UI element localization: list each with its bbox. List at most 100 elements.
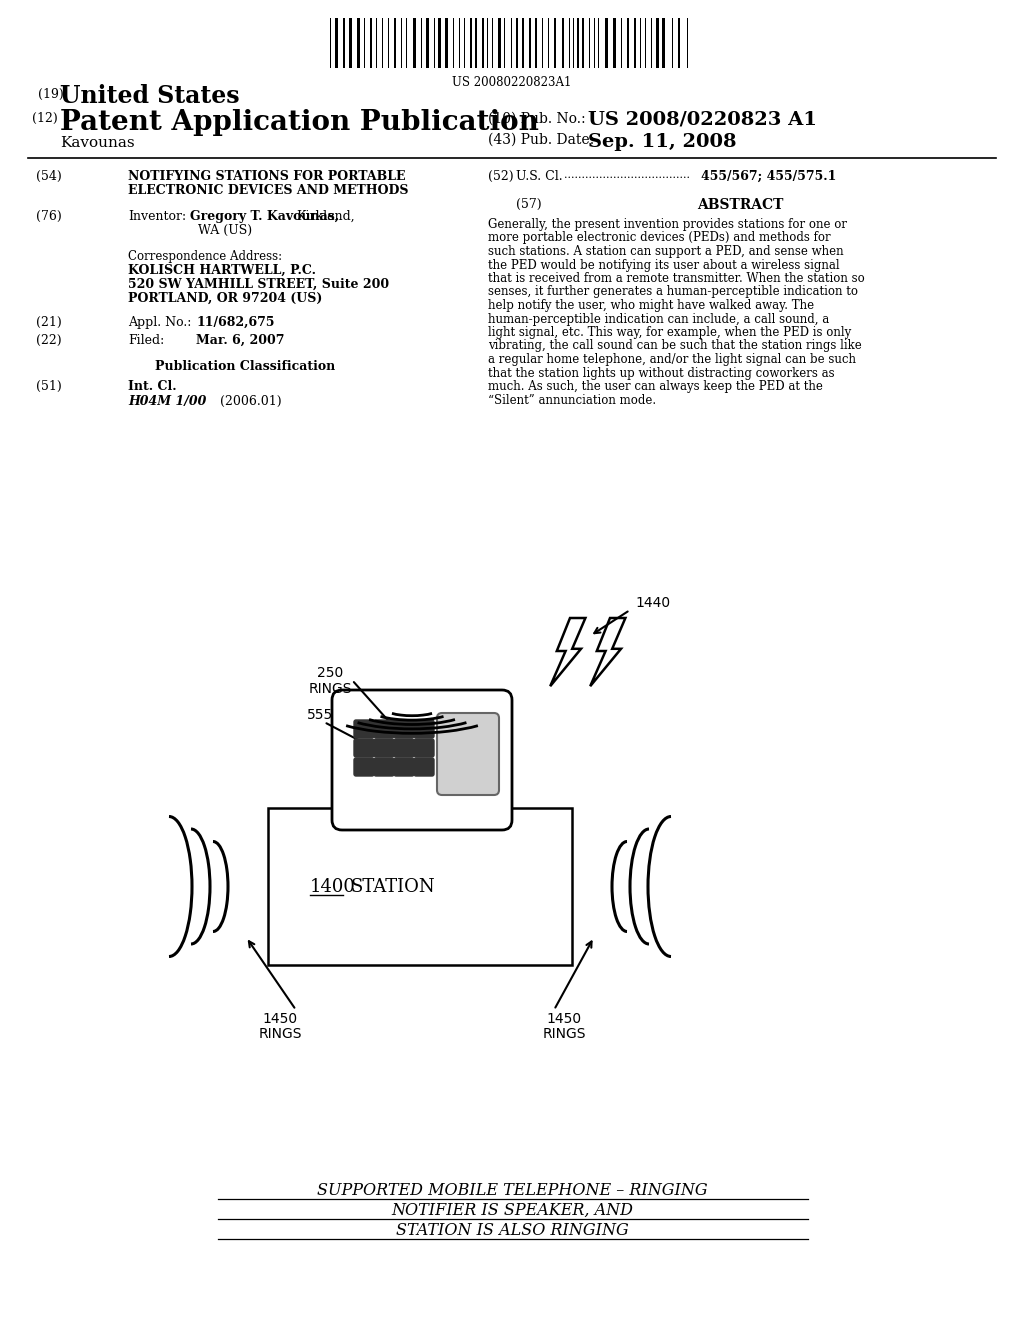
FancyBboxPatch shape	[394, 719, 414, 738]
Bar	[678, 18, 680, 69]
Text: Inventor:: Inventor:	[128, 210, 186, 223]
Bar	[582, 18, 584, 69]
Text: such stations. A station can support a PED, and sense when: such stations. A station can support a P…	[488, 246, 844, 257]
Bar	[370, 18, 372, 69]
Bar	[482, 18, 484, 69]
Text: ELECTRONIC DEVICES AND METHODS: ELECTRONIC DEVICES AND METHODS	[128, 183, 409, 197]
Text: Filed:: Filed:	[128, 334, 164, 347]
Text: (43) Pub. Date:: (43) Pub. Date:	[488, 133, 594, 147]
Text: Kirkland,: Kirkland,	[296, 210, 354, 223]
FancyBboxPatch shape	[414, 739, 434, 756]
FancyBboxPatch shape	[414, 758, 434, 776]
Text: Int. Cl.: Int. Cl.	[128, 380, 176, 393]
FancyBboxPatch shape	[394, 739, 414, 756]
FancyBboxPatch shape	[394, 758, 414, 776]
Text: H04M 1/00: H04M 1/00	[128, 395, 207, 408]
Text: (52): (52)	[488, 170, 514, 183]
Bar	[426, 18, 429, 69]
Bar	[535, 18, 537, 69]
Bar	[554, 18, 556, 69]
Text: help notify the user, who might have walked away. The: help notify the user, who might have wal…	[488, 300, 814, 312]
Text: (10) Pub. No.:: (10) Pub. No.:	[488, 112, 586, 125]
Text: Patent Application Publication: Patent Application Publication	[60, 110, 539, 136]
Text: (22): (22)	[36, 334, 61, 347]
Text: US 20080220823A1: US 20080220823A1	[453, 77, 571, 88]
Text: STATION: STATION	[350, 879, 434, 896]
Text: Publication Classification: Publication Classification	[155, 360, 335, 374]
FancyBboxPatch shape	[354, 758, 374, 776]
Text: (54): (54)	[36, 170, 61, 183]
FancyBboxPatch shape	[354, 719, 374, 738]
Bar	[470, 18, 472, 69]
Text: a regular home telephone, and/or the light signal can be such: a regular home telephone, and/or the lig…	[488, 352, 856, 366]
Text: 250: 250	[316, 667, 343, 680]
Bar	[438, 18, 441, 69]
FancyBboxPatch shape	[414, 719, 434, 738]
Text: (51): (51)	[36, 380, 61, 393]
Bar	[562, 18, 564, 69]
Bar	[605, 18, 608, 69]
FancyBboxPatch shape	[374, 739, 394, 756]
Text: SUPPORTED MOBILE TELEPHONE – RINGING: SUPPORTED MOBILE TELEPHONE – RINGING	[316, 1181, 708, 1199]
Text: Sep. 11, 2008: Sep. 11, 2008	[588, 133, 736, 150]
Text: RINGS: RINGS	[258, 1027, 302, 1041]
FancyBboxPatch shape	[374, 719, 394, 738]
Bar	[613, 18, 616, 69]
Text: much. As such, the user can always keep the PED at the: much. As such, the user can always keep …	[488, 380, 823, 393]
Bar	[357, 18, 360, 69]
Bar	[413, 18, 416, 69]
Text: that is received from a remote transmitter. When the station so: that is received from a remote transmitt…	[488, 272, 864, 285]
Text: PORTLAND, OR 97204 (US): PORTLAND, OR 97204 (US)	[128, 292, 323, 305]
Text: NOTIFIER IS SPEAKER, AND: NOTIFIER IS SPEAKER, AND	[391, 1203, 633, 1218]
Text: 455/567; 455/575.1: 455/567; 455/575.1	[701, 170, 837, 183]
Text: ....................................: ....................................	[564, 170, 690, 180]
Text: human-perceptible indication can include, a call sound, a: human-perceptible indication can include…	[488, 313, 829, 326]
FancyBboxPatch shape	[374, 758, 394, 776]
Text: Appl. No.:: Appl. No.:	[128, 315, 191, 329]
Text: 1400: 1400	[310, 879, 356, 896]
Text: STATION IS ALSO RINGING: STATION IS ALSO RINGING	[395, 1222, 629, 1239]
Text: Gregory T. Kavounas,: Gregory T. Kavounas,	[190, 210, 339, 223]
Text: 1440: 1440	[635, 597, 670, 610]
Text: (2006.01): (2006.01)	[220, 395, 282, 408]
Bar	[627, 18, 629, 69]
Bar	[268, 808, 572, 965]
Text: vibrating, the call sound can be such that the station rings like: vibrating, the call sound can be such th…	[488, 339, 862, 352]
Text: ABSTRACT: ABSTRACT	[696, 198, 783, 213]
Text: Correspondence Address:: Correspondence Address:	[128, 249, 283, 263]
Bar	[662, 18, 665, 69]
Text: (19): (19)	[38, 88, 63, 102]
Bar	[343, 18, 345, 69]
Text: (21): (21)	[36, 315, 61, 329]
Bar	[656, 18, 659, 69]
Text: RINGS: RINGS	[308, 682, 352, 696]
FancyBboxPatch shape	[437, 713, 499, 795]
Text: light signal, etc. This way, for example, when the PED is only: light signal, etc. This way, for example…	[488, 326, 851, 339]
Text: US 2008/0220823 A1: US 2008/0220823 A1	[588, 110, 817, 128]
Text: (57): (57)	[516, 198, 542, 211]
Bar	[516, 18, 518, 69]
Bar	[475, 18, 477, 69]
Text: 555: 555	[307, 708, 333, 722]
FancyBboxPatch shape	[332, 690, 512, 830]
Text: (76): (76)	[36, 210, 61, 223]
Text: WA (US): WA (US)	[198, 224, 252, 238]
Bar	[634, 18, 636, 69]
Bar	[335, 18, 338, 69]
Text: Mar. 6, 2007: Mar. 6, 2007	[196, 334, 285, 347]
Text: the PED would be notifying its user about a wireless signal: the PED would be notifying its user abou…	[488, 259, 840, 272]
Text: “Silent” annunciation mode.: “Silent” annunciation mode.	[488, 393, 656, 407]
Text: United States: United States	[60, 84, 240, 108]
Text: more portable electronic devices (PEDs) and methods for: more portable electronic devices (PEDs) …	[488, 231, 830, 244]
Text: 11/682,675: 11/682,675	[196, 315, 274, 329]
Bar	[529, 18, 531, 69]
Text: (12): (12)	[32, 112, 57, 125]
FancyBboxPatch shape	[354, 739, 374, 756]
Text: 1450: 1450	[262, 1012, 298, 1026]
Bar	[522, 18, 524, 69]
Text: Generally, the present invention provides stations for one or: Generally, the present invention provide…	[488, 218, 847, 231]
Text: 520 SW YAMHILL STREET, Suite 200: 520 SW YAMHILL STREET, Suite 200	[128, 279, 389, 290]
Text: 1450: 1450	[547, 1012, 582, 1026]
Text: NOTIFYING STATIONS FOR PORTABLE: NOTIFYING STATIONS FOR PORTABLE	[128, 170, 406, 183]
Text: that the station lights up without distracting coworkers as: that the station lights up without distr…	[488, 367, 835, 380]
